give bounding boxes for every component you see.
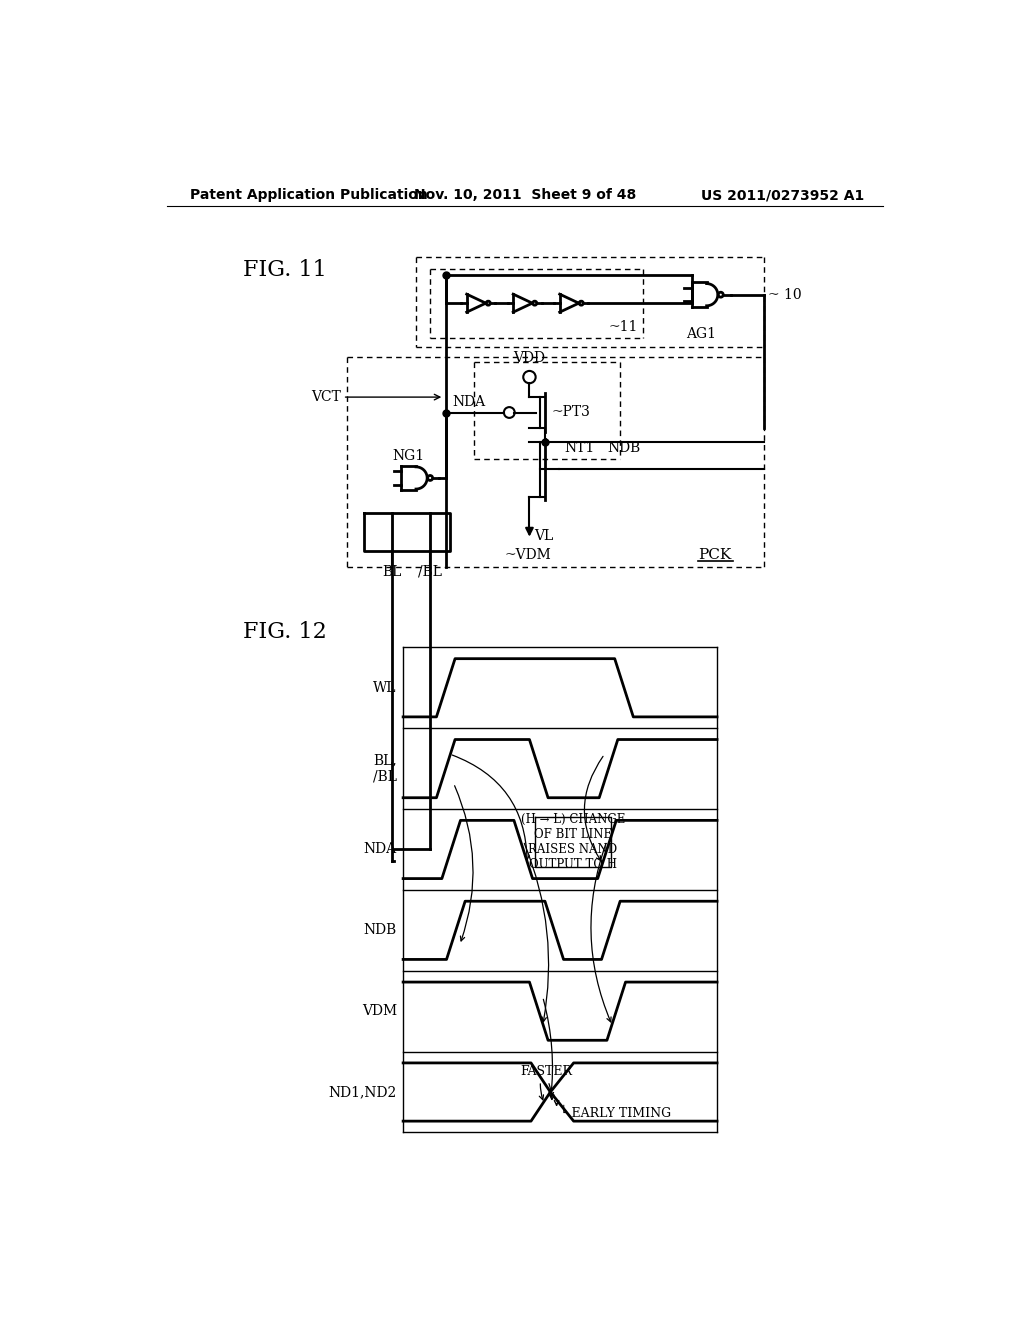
Text: PCK: PCK: [698, 548, 732, 562]
Text: VCT: VCT: [311, 391, 341, 404]
Text: ~11: ~11: [608, 319, 638, 334]
Text: └ EARLY TIMING: └ EARLY TIMING: [560, 1106, 672, 1119]
Text: US 2011/0273952 A1: US 2011/0273952 A1: [701, 189, 864, 202]
Text: BL: BL: [382, 565, 401, 579]
Text: NT1: NT1: [564, 441, 595, 455]
Text: NDA: NDA: [364, 842, 397, 857]
Text: WL: WL: [374, 681, 397, 694]
Text: NDB: NDB: [607, 441, 640, 455]
Text: Patent Application Publication: Patent Application Publication: [190, 189, 428, 202]
Text: ND1,ND2: ND1,ND2: [329, 1085, 397, 1100]
Text: VDD: VDD: [513, 351, 546, 364]
Text: FASTER: FASTER: [520, 1065, 572, 1078]
Text: /BL: /BL: [418, 565, 442, 579]
Text: VDM: VDM: [361, 1005, 397, 1018]
Text: ~VDM: ~VDM: [505, 548, 551, 562]
Text: NG1: NG1: [392, 449, 425, 463]
Text: BL,
/BL: BL, /BL: [373, 754, 397, 784]
Text: NDA: NDA: [452, 395, 485, 409]
Text: NDB: NDB: [364, 923, 397, 937]
Text: FIG. 12: FIG. 12: [243, 620, 327, 643]
Text: FIG. 11: FIG. 11: [243, 259, 327, 281]
Text: AG1: AG1: [686, 327, 716, 341]
Text: Nov. 10, 2011  Sheet 9 of 48: Nov. 10, 2011 Sheet 9 of 48: [414, 189, 636, 202]
Text: ~PT3: ~PT3: [551, 405, 590, 420]
Text: ~ 10: ~ 10: [768, 288, 802, 302]
Text: (H → L) CHANGE
OF BIT LINE
RAISES NAND
OUTPUT TO H: (H → L) CHANGE OF BIT LINE RAISES NAND O…: [520, 813, 625, 871]
Text: VL: VL: [535, 529, 553, 543]
